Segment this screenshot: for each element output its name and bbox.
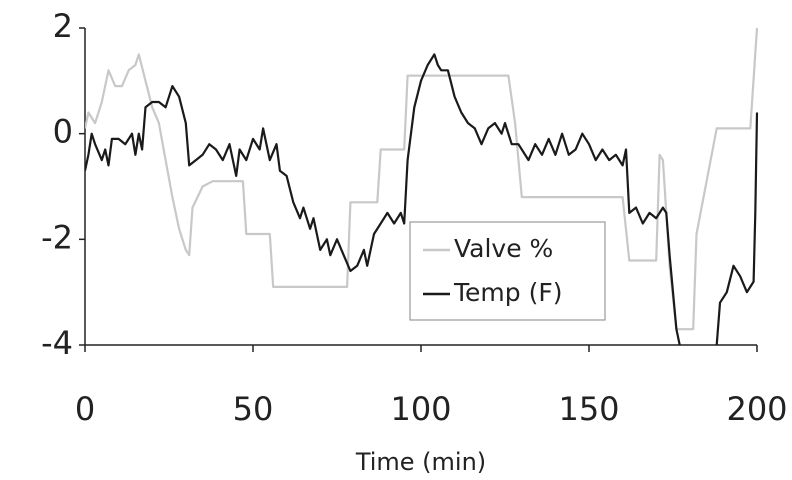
series-line bbox=[85, 27, 759, 331]
legend-label: Temp (F) bbox=[453, 278, 562, 307]
x-tick-label: 100 bbox=[390, 390, 451, 428]
x-axis-label: Time (min) bbox=[355, 448, 486, 476]
series-line bbox=[85, 53, 759, 345]
legend-label: Valve % bbox=[454, 234, 553, 263]
y-tick-label: 0 bbox=[53, 113, 73, 151]
legend-box bbox=[409, 221, 606, 321]
x-tick-label: 50 bbox=[233, 390, 274, 428]
x-tick-label: 200 bbox=[726, 390, 787, 428]
y-tick-label: -2 bbox=[41, 218, 73, 256]
x-tick-label: 0 bbox=[75, 390, 95, 428]
y-tick-label: -4 bbox=[41, 324, 73, 362]
x-tick-label: 150 bbox=[558, 390, 619, 428]
y-tick-label: 2 bbox=[53, 7, 73, 45]
